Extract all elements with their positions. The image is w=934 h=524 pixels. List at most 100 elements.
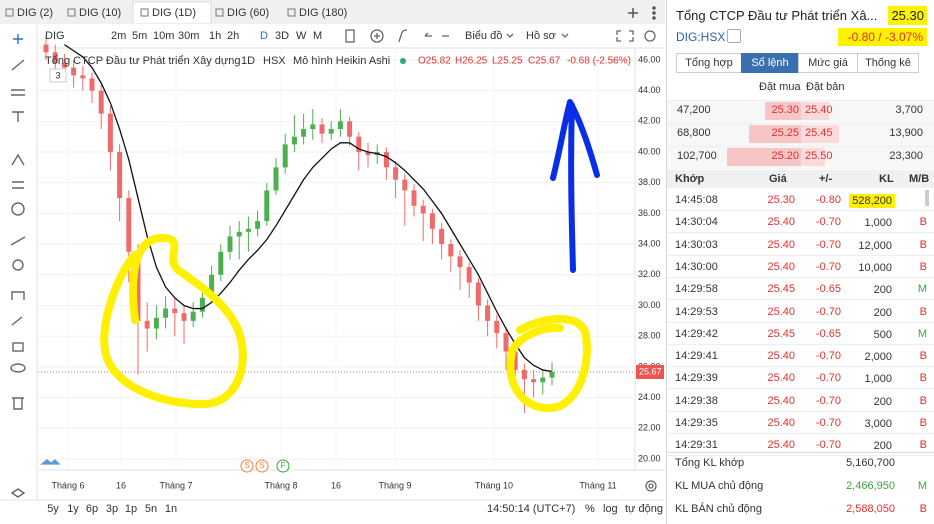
trade-price: 25.40 — [767, 238, 795, 251]
quote-tab[interactable]: Thống kê — [857, 53, 919, 73]
x-tick-label: Tháng 10 — [475, 480, 513, 490]
trade-volume: 12,000 — [858, 239, 892, 252]
percent-toggle[interactable]: % — [585, 503, 595, 515]
summary-border — [667, 452, 934, 453]
tab[interactable]: DIG (60) — [227, 7, 269, 19]
plot — [38, 35, 635, 413]
trade-volume: 200 — [873, 306, 892, 319]
tab[interactable]: DIG (2) — [17, 7, 53, 19]
chart-menu[interactable]: Biểu đồ — [465, 30, 502, 42]
tab[interactable]: DIG (1D) — [152, 7, 196, 19]
summary-label: KL MUA chủ động — [675, 480, 764, 492]
candle-body — [328, 129, 334, 134]
quote-tab[interactable]: Sổ lệnh — [741, 53, 799, 73]
row-line — [667, 232, 934, 234]
interval[interactable]: D — [260, 30, 268, 42]
trade-change: -0.70 — [815, 417, 841, 429]
interval[interactable]: 30m — [178, 30, 199, 42]
range-button[interactable]: 5y — [47, 503, 59, 515]
event-label: F — [281, 461, 286, 470]
range-button[interactable]: 1n — [165, 503, 177, 515]
trade-volume: 500 — [873, 328, 892, 341]
range-button[interactable]: 6p — [86, 503, 98, 515]
trade-price: 25.40 — [767, 216, 795, 229]
interval[interactable]: 10m — [153, 30, 174, 42]
bottom-bar: 5y 1y 6p 3p 1p 5n 1n — [47, 503, 177, 515]
range-button[interactable]: 1y — [67, 503, 79, 515]
quote-tabs: Tổng hợp Sổ lệnh Mức giá Thống kê — [676, 53, 919, 73]
ask-price: 25.40 — [805, 104, 833, 116]
interval[interactable]: 2h — [227, 30, 239, 42]
candle-body — [107, 113, 113, 153]
quote-tab[interactable]: Mức giá — [798, 53, 858, 73]
candle-body — [310, 124, 316, 130]
trade-change: -0.65 — [815, 283, 841, 296]
trade-time: 14:29:58 — [675, 283, 718, 296]
ohlc-change: -0.68 (-2.56%) — [567, 56, 631, 67]
trade-time: 14:29:41 — [675, 350, 718, 363]
quote-change: -0.80 / -3.07% — [837, 28, 927, 46]
quote-panel: Tổng CTCP Đầu tư Phát triển Xâ... 25.30 … — [666, 0, 934, 524]
interval[interactable]: M — [313, 30, 322, 42]
tab[interactable]: DIG (180) — [299, 7, 347, 19]
event-marker[interactable] — [276, 459, 290, 473]
summary-label: KL BÁN chủ động — [675, 503, 763, 515]
candle-body — [291, 136, 297, 145]
scrollbar[interactable] — [925, 190, 929, 206]
ask-bar — [801, 125, 839, 143]
event-marker[interactable] — [240, 459, 254, 473]
y-tick-label: 28.00 — [638, 331, 661, 341]
trade-change: -0.70 — [815, 372, 841, 385]
trade-side: B — [919, 305, 927, 318]
clock: 14:50:14 (UTC+7) — [487, 503, 575, 515]
row-line — [667, 210, 934, 211]
toolbar-icons[interactable] — [345, 29, 656, 43]
drawing-tools[interactable] — [10, 34, 26, 498]
candle-body — [80, 75, 86, 79]
profile-menu[interactable]: Hồ sơ — [526, 30, 556, 42]
trade-price: 25.40 — [767, 439, 795, 452]
trade-time: 14:45:08 — [675, 194, 718, 206]
y-tick-label: 22.00 — [638, 423, 661, 433]
ask-volume: 13,900 — [889, 127, 923, 139]
auto-toggle[interactable]: tự động — [625, 503, 663, 515]
axis-settings[interactable] — [40, 459, 657, 492]
candle-body — [512, 351, 518, 370]
candle-body — [319, 124, 325, 134]
interval[interactable]: W — [296, 30, 307, 42]
ask-price: 25.50 — [805, 150, 833, 162]
trade-time: 14:30:04 — [675, 216, 718, 229]
trades-header: +/- — [819, 173, 833, 185]
trade-side: B — [919, 238, 927, 251]
ask-bar — [801, 148, 825, 166]
range-button[interactable]: 3p — [106, 503, 118, 515]
range-button[interactable]: 1p — [125, 503, 137, 515]
collapse-box[interactable] — [49, 68, 67, 83]
quote-tab[interactable]: Tổng hợp — [676, 53, 742, 73]
tab[interactable]: DIG (10) — [79, 7, 121, 19]
row-line — [667, 321, 934, 323]
interval[interactable]: 2m — [111, 30, 126, 42]
tab-icon — [67, 8, 76, 17]
interval[interactable]: 3D — [275, 30, 289, 42]
trade-price: 25.45 — [767, 283, 795, 296]
trade-change: -0.70 — [815, 238, 841, 251]
x-tick-label: Tháng 8 — [264, 480, 297, 490]
range-button[interactable]: 5n — [145, 503, 157, 515]
candle-body — [236, 231, 242, 237]
candle-body — [466, 267, 472, 283]
trade-volume: 1,000 — [864, 373, 892, 386]
edit-button[interactable] — [727, 29, 741, 43]
candle-body — [218, 251, 224, 275]
interval[interactable]: 5m — [132, 30, 147, 42]
row-line — [667, 276, 934, 278]
event-marker[interactable] — [255, 459, 269, 473]
y-tick-label: 24.00 — [638, 392, 661, 402]
log-toggle[interactable]: log — [603, 503, 618, 515]
trade-time: 14:30:03 — [675, 238, 718, 251]
bid-price: 25.30 — [771, 104, 799, 116]
summary-value: 5,160,700 — [846, 457, 895, 469]
interval[interactable]: 1h — [209, 30, 221, 42]
summary-side: M — [917, 480, 927, 492]
